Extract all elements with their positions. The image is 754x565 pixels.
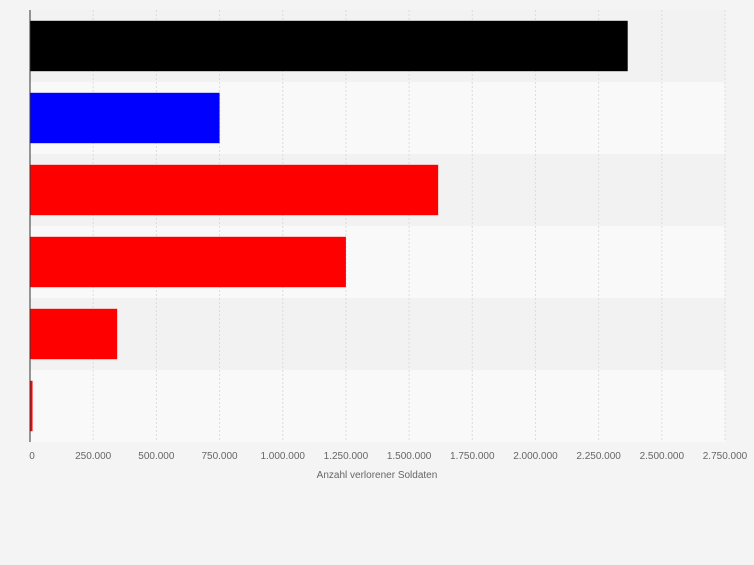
x-tick-label: 2.750.000 bbox=[703, 451, 748, 462]
x-tick-label: 1.000.000 bbox=[260, 451, 305, 462]
bar bbox=[30, 20, 628, 72]
bar bbox=[30, 92, 220, 144]
gridlines bbox=[92, 10, 726, 442]
x-tick-labels: 0 250.000 500.000 750.000 1.000.000 1.250.000… bbox=[29, 451, 747, 462]
x-tick-label: 1.250.000 bbox=[324, 451, 369, 462]
bar bbox=[30, 164, 439, 216]
bars bbox=[30, 20, 628, 432]
bar bbox=[30, 236, 346, 288]
x-tick-label: 1.750.000 bbox=[450, 451, 495, 462]
x-tick-label: 250.000 bbox=[75, 451, 112, 462]
x-tick-label: 750.000 bbox=[201, 451, 238, 462]
x-tick-label: 2.000.000 bbox=[513, 451, 558, 462]
x-tick-label: 2.250.000 bbox=[576, 451, 621, 462]
row-band bbox=[30, 298, 725, 370]
row-band bbox=[30, 370, 725, 442]
x-tick-label: 2.500.000 bbox=[640, 451, 685, 462]
x-tick-label: 500.000 bbox=[138, 451, 175, 462]
row-bands bbox=[30, 10, 725, 442]
bar bbox=[30, 380, 33, 432]
x-axis-title: Anzahl verlorener Soldaten bbox=[317, 470, 438, 481]
x-tick-label: 1.500.000 bbox=[387, 451, 432, 462]
bar bbox=[30, 308, 118, 360]
x-tick-label: 0 bbox=[29, 451, 35, 462]
